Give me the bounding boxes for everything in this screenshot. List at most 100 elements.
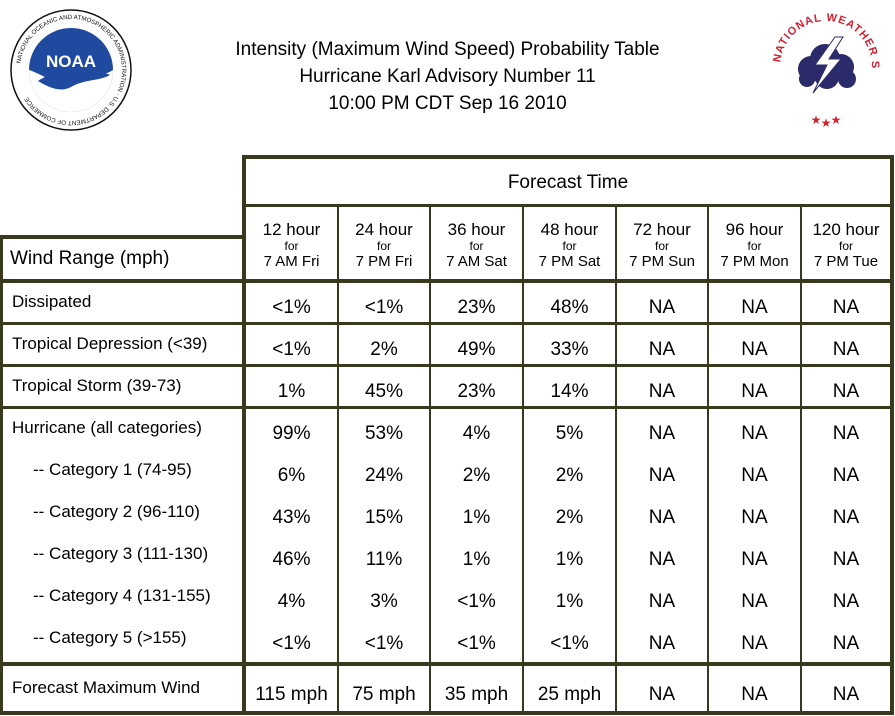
table-cell: 23%	[457, 381, 496, 402]
table-cell: NA	[832, 507, 860, 528]
column-header-for: for	[469, 239, 484, 253]
table-cell: NA	[648, 549, 676, 570]
table-cell: NA	[741, 423, 768, 444]
table-cell: 1%	[555, 591, 584, 612]
table-cell: NA	[832, 591, 860, 612]
table-cell: <1%	[272, 633, 311, 654]
row-label: -- Category 1 (74-95)	[33, 460, 192, 479]
table-cell: NA	[741, 465, 768, 486]
table-cell: NA	[648, 684, 676, 705]
column-header-hour: 72 hour	[633, 220, 691, 239]
column-header-2: 24 hour for 7 PM Fri	[339, 221, 429, 269]
table-cell: 49%	[457, 339, 496, 360]
forecast-time-header: Forecast Time	[507, 172, 629, 193]
table-cell: <1%	[457, 591, 496, 612]
row-label: -- Category 4 (131-155)	[33, 586, 211, 605]
table-cell: 43%	[272, 507, 311, 528]
table-cell: <1%	[550, 633, 589, 654]
table-cell: NA	[832, 423, 860, 444]
column-header-for: for	[654, 239, 669, 253]
column-header-for: for	[747, 239, 762, 253]
column-header-for: for	[838, 239, 853, 253]
table-cell: 1%	[462, 549, 491, 570]
table-cell: NA	[832, 297, 860, 318]
column-header-hour: 120 hour	[812, 220, 880, 239]
table-cell: 24%	[364, 465, 404, 486]
column-header-when: 7 PM Fri	[355, 253, 413, 270]
table-cell: NA	[741, 684, 768, 705]
nws-logo: NATIONAL WEATHER SERVICE ★ ★ ★	[767, 9, 880, 130]
row-label: Hurricane (all categories)	[12, 418, 202, 437]
column-header-4: 48 hour for 7 PM Sat	[524, 221, 615, 269]
title-line-2: Hurricane Karl Advisory Number 11	[299, 66, 596, 87]
table-cell: 48%	[550, 297, 589, 318]
table-cell: 75 mph	[352, 684, 416, 705]
table-cell: NA	[832, 633, 860, 654]
table-cell: 15%	[364, 507, 404, 528]
table-cell: 53%	[364, 423, 404, 444]
column-header-7: 120 hour for 7 PM Tue	[802, 221, 890, 269]
table-cell: 3%	[370, 591, 398, 612]
table-cell: NA	[741, 339, 768, 360]
row-label: -- Category 5 (>155)	[33, 628, 187, 647]
row-label: Dissipated	[12, 292, 92, 311]
table-cell: 99%	[272, 423, 311, 444]
table-cell: 6%	[277, 465, 306, 486]
table-cell: 1%	[555, 549, 584, 570]
table-cell: 5%	[555, 423, 584, 444]
table-cell: <1%	[272, 297, 311, 318]
table-cell: 14%	[550, 381, 589, 402]
table-cell: NA	[741, 549, 768, 570]
noaa-logo-text: NOAA	[46, 52, 96, 71]
table-cell: NA	[741, 381, 768, 402]
table-cell: 1%	[277, 381, 306, 402]
row-label: Forecast Maximum Wind	[12, 678, 200, 697]
table-cell: 4%	[277, 591, 306, 612]
column-header-hour: 12 hour	[262, 220, 321, 239]
table-cell: NA	[648, 507, 676, 528]
column-header-3: 36 hour for 7 AM Sat	[431, 221, 522, 269]
column-header-for: for	[376, 239, 391, 253]
column-header-when: 7 PM Sun	[629, 253, 695, 270]
column-header-1: 12 hour for 7 AM Fri	[246, 221, 337, 269]
title-line-1: Intensity (Maximum Wind Speed) Probabili…	[235, 39, 660, 60]
table-cell: 2%	[462, 465, 491, 486]
title-line-3: 10:00 PM CDT Sep 16 2010	[328, 93, 567, 114]
svg-text:★: ★	[821, 116, 832, 130]
table-cell: NA	[741, 507, 768, 528]
row-label: Tropical Depression (<39)	[12, 334, 208, 353]
table-cell: NA	[648, 381, 676, 402]
column-header-when: 7 PM Mon	[720, 253, 789, 270]
table-cell: NA	[741, 591, 768, 612]
table-cell: NA	[832, 465, 860, 486]
column-header-5: 72 hour for 7 PM Sun	[617, 221, 707, 269]
column-header-when: 7 AM Fri	[263, 253, 320, 270]
table-cell: 33%	[550, 339, 589, 360]
table-cell: NA	[648, 339, 676, 360]
column-header-when: 7 AM Sat	[446, 253, 507, 270]
wind-range-header: Wind Range (mph)	[10, 248, 170, 269]
column-header-hour: 24 hour	[355, 220, 413, 239]
table-cell: NA	[648, 297, 676, 318]
column-header-for: for	[562, 239, 577, 253]
table-cell: <1%	[364, 633, 404, 654]
table-cell: 25 mph	[537, 684, 602, 705]
column-header-hour: 36 hour	[447, 220, 506, 239]
column-header-hour: 48 hour	[540, 220, 599, 239]
column-header-6: 96 hour for 7 PM Mon	[709, 221, 800, 269]
table-cell: NA	[648, 633, 676, 654]
table-cell: <1%	[457, 633, 496, 654]
table-cell: 2%	[555, 465, 584, 486]
table-cell: 115 mph	[255, 684, 328, 705]
table-cell: NA	[832, 381, 860, 402]
column-header-when: 7 PM Sat	[538, 253, 601, 270]
table-cell: 4%	[462, 423, 491, 444]
table-cell: 46%	[272, 549, 311, 570]
table-cell: 11%	[365, 549, 403, 570]
row-label: -- Category 2 (96-110)	[33, 502, 200, 521]
column-header-when: 7 PM Tue	[813, 253, 879, 270]
table-cell: NA	[832, 549, 860, 570]
column-header-hour: 96 hour	[725, 220, 784, 239]
noaa-logo: NOAA NATIONAL OCEANIC AND ATMOSPHERIC AD…	[10, 9, 132, 131]
svg-text:★: ★	[831, 113, 842, 127]
